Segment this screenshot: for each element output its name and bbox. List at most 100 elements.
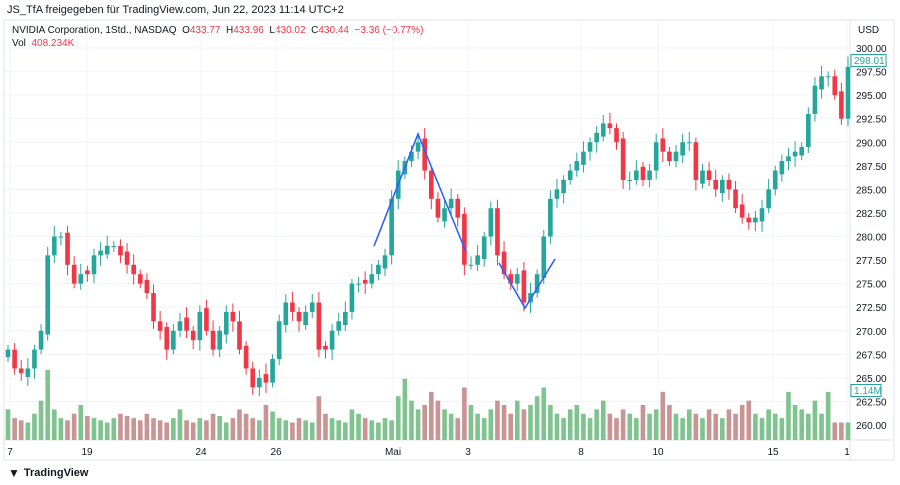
candle-body <box>78 274 84 284</box>
volume-bar <box>481 418 487 440</box>
volume-bar <box>548 405 553 440</box>
x-tick-label: 15 <box>767 447 779 458</box>
candle-body <box>772 170 778 190</box>
candle-body <box>647 170 652 180</box>
y-tick-label: 260.00 <box>856 421 887 432</box>
pattern-drawing-bottom[interactable] <box>498 258 556 310</box>
volume-bar <box>792 405 798 440</box>
volume-bar <box>462 387 467 440</box>
candle-body <box>415 142 421 152</box>
volume-bar <box>508 413 513 440</box>
volume-bar <box>38 400 44 440</box>
volume-bar <box>766 409 771 440</box>
volume-bar <box>309 422 315 440</box>
volume-bar <box>356 413 361 440</box>
volume-bar <box>111 418 117 440</box>
volume-bar <box>124 415 130 440</box>
candle-body <box>501 251 507 275</box>
candle-body <box>587 142 593 152</box>
volume-bar <box>283 420 289 440</box>
volume-bar <box>614 418 619 440</box>
candle-body <box>713 179 719 190</box>
x-tick-label: 10 <box>652 447 664 458</box>
candle-body <box>137 274 143 284</box>
volume-bar <box>739 405 745 440</box>
volume-value: 408.234K <box>31 38 75 49</box>
candle-body <box>303 311 308 326</box>
candle-body <box>309 302 315 312</box>
y-tick-label: 272.50 <box>856 303 887 314</box>
candle-body <box>343 311 348 326</box>
candle-body <box>455 198 461 218</box>
candle-body <box>812 85 818 114</box>
volume-bar <box>329 418 335 440</box>
volume-bar <box>488 409 494 440</box>
volume-bar <box>541 387 547 440</box>
candle-body <box>567 170 573 180</box>
volume-bar <box>12 418 17 440</box>
candle-body <box>296 311 302 322</box>
volume-bar <box>634 418 639 440</box>
volume-bar <box>336 420 342 440</box>
candle-body <box>5 349 11 358</box>
candle-body <box>32 349 37 369</box>
volume-bar <box>713 413 719 440</box>
volume-bar <box>607 413 613 440</box>
candle-body <box>243 345 249 369</box>
low-value: 430.02 <box>274 25 306 36</box>
candle-body <box>508 274 513 284</box>
volume-bar <box>323 413 328 440</box>
volume-bar <box>428 391 434 440</box>
candle-body <box>177 321 183 331</box>
candle-body <box>706 170 712 180</box>
volume-bar <box>746 400 752 440</box>
volume-bar <box>71 413 77 440</box>
volume-bar <box>733 413 738 440</box>
volume-bar <box>171 418 176 440</box>
volume-bar <box>144 413 150 440</box>
volume-bar <box>587 418 593 440</box>
shared-by-header: JS_TfA freigegeben für TradingView.com, … <box>7 4 344 16</box>
y-tick-label: 297.50 <box>856 68 887 79</box>
symbol-legend: NVIDIA Corporation, 1Std., NASDAQ O433.7… <box>12 24 423 50</box>
pattern-drawing-top[interactable] <box>373 131 467 253</box>
candle-body <box>534 274 540 294</box>
candle-body <box>799 146 805 156</box>
volume-bar <box>567 409 573 440</box>
candle-body <box>733 189 738 209</box>
volume-bar <box>442 409 447 440</box>
candle-body <box>561 179 566 194</box>
volume-bar <box>581 413 586 440</box>
candle-body <box>263 374 269 383</box>
candle-body <box>786 156 791 162</box>
volume-bar <box>58 418 64 440</box>
candle-body <box>217 330 222 350</box>
candle-body <box>792 151 798 157</box>
candle-body <box>600 123 606 137</box>
volume-bar <box>561 418 566 440</box>
candle-body <box>164 326 170 350</box>
candle-body <box>290 302 295 312</box>
volume-bar <box>475 413 480 440</box>
volume-bar <box>184 420 189 440</box>
volume-bar <box>627 413 633 440</box>
y-tick-label: 265.00 <box>856 374 887 385</box>
candle-body <box>442 208 447 222</box>
candle-body <box>660 138 666 152</box>
volume-bar <box>686 409 692 440</box>
candle-body <box>845 66 851 119</box>
candle-body <box>336 321 342 331</box>
tradingview-logo[interactable]: ▼ TradingView <box>8 466 88 480</box>
volume-bar <box>389 420 394 440</box>
last-price-badge: 298.01 <box>850 54 887 67</box>
candle-body <box>124 251 130 265</box>
candle-body <box>382 255 388 269</box>
volume-bar <box>210 413 216 440</box>
volume-bar <box>376 422 381 440</box>
volume-bar <box>600 400 606 440</box>
volume-bar <box>806 413 811 440</box>
volume-bar <box>223 422 229 440</box>
x-tick-label: 24 <box>195 447 207 458</box>
